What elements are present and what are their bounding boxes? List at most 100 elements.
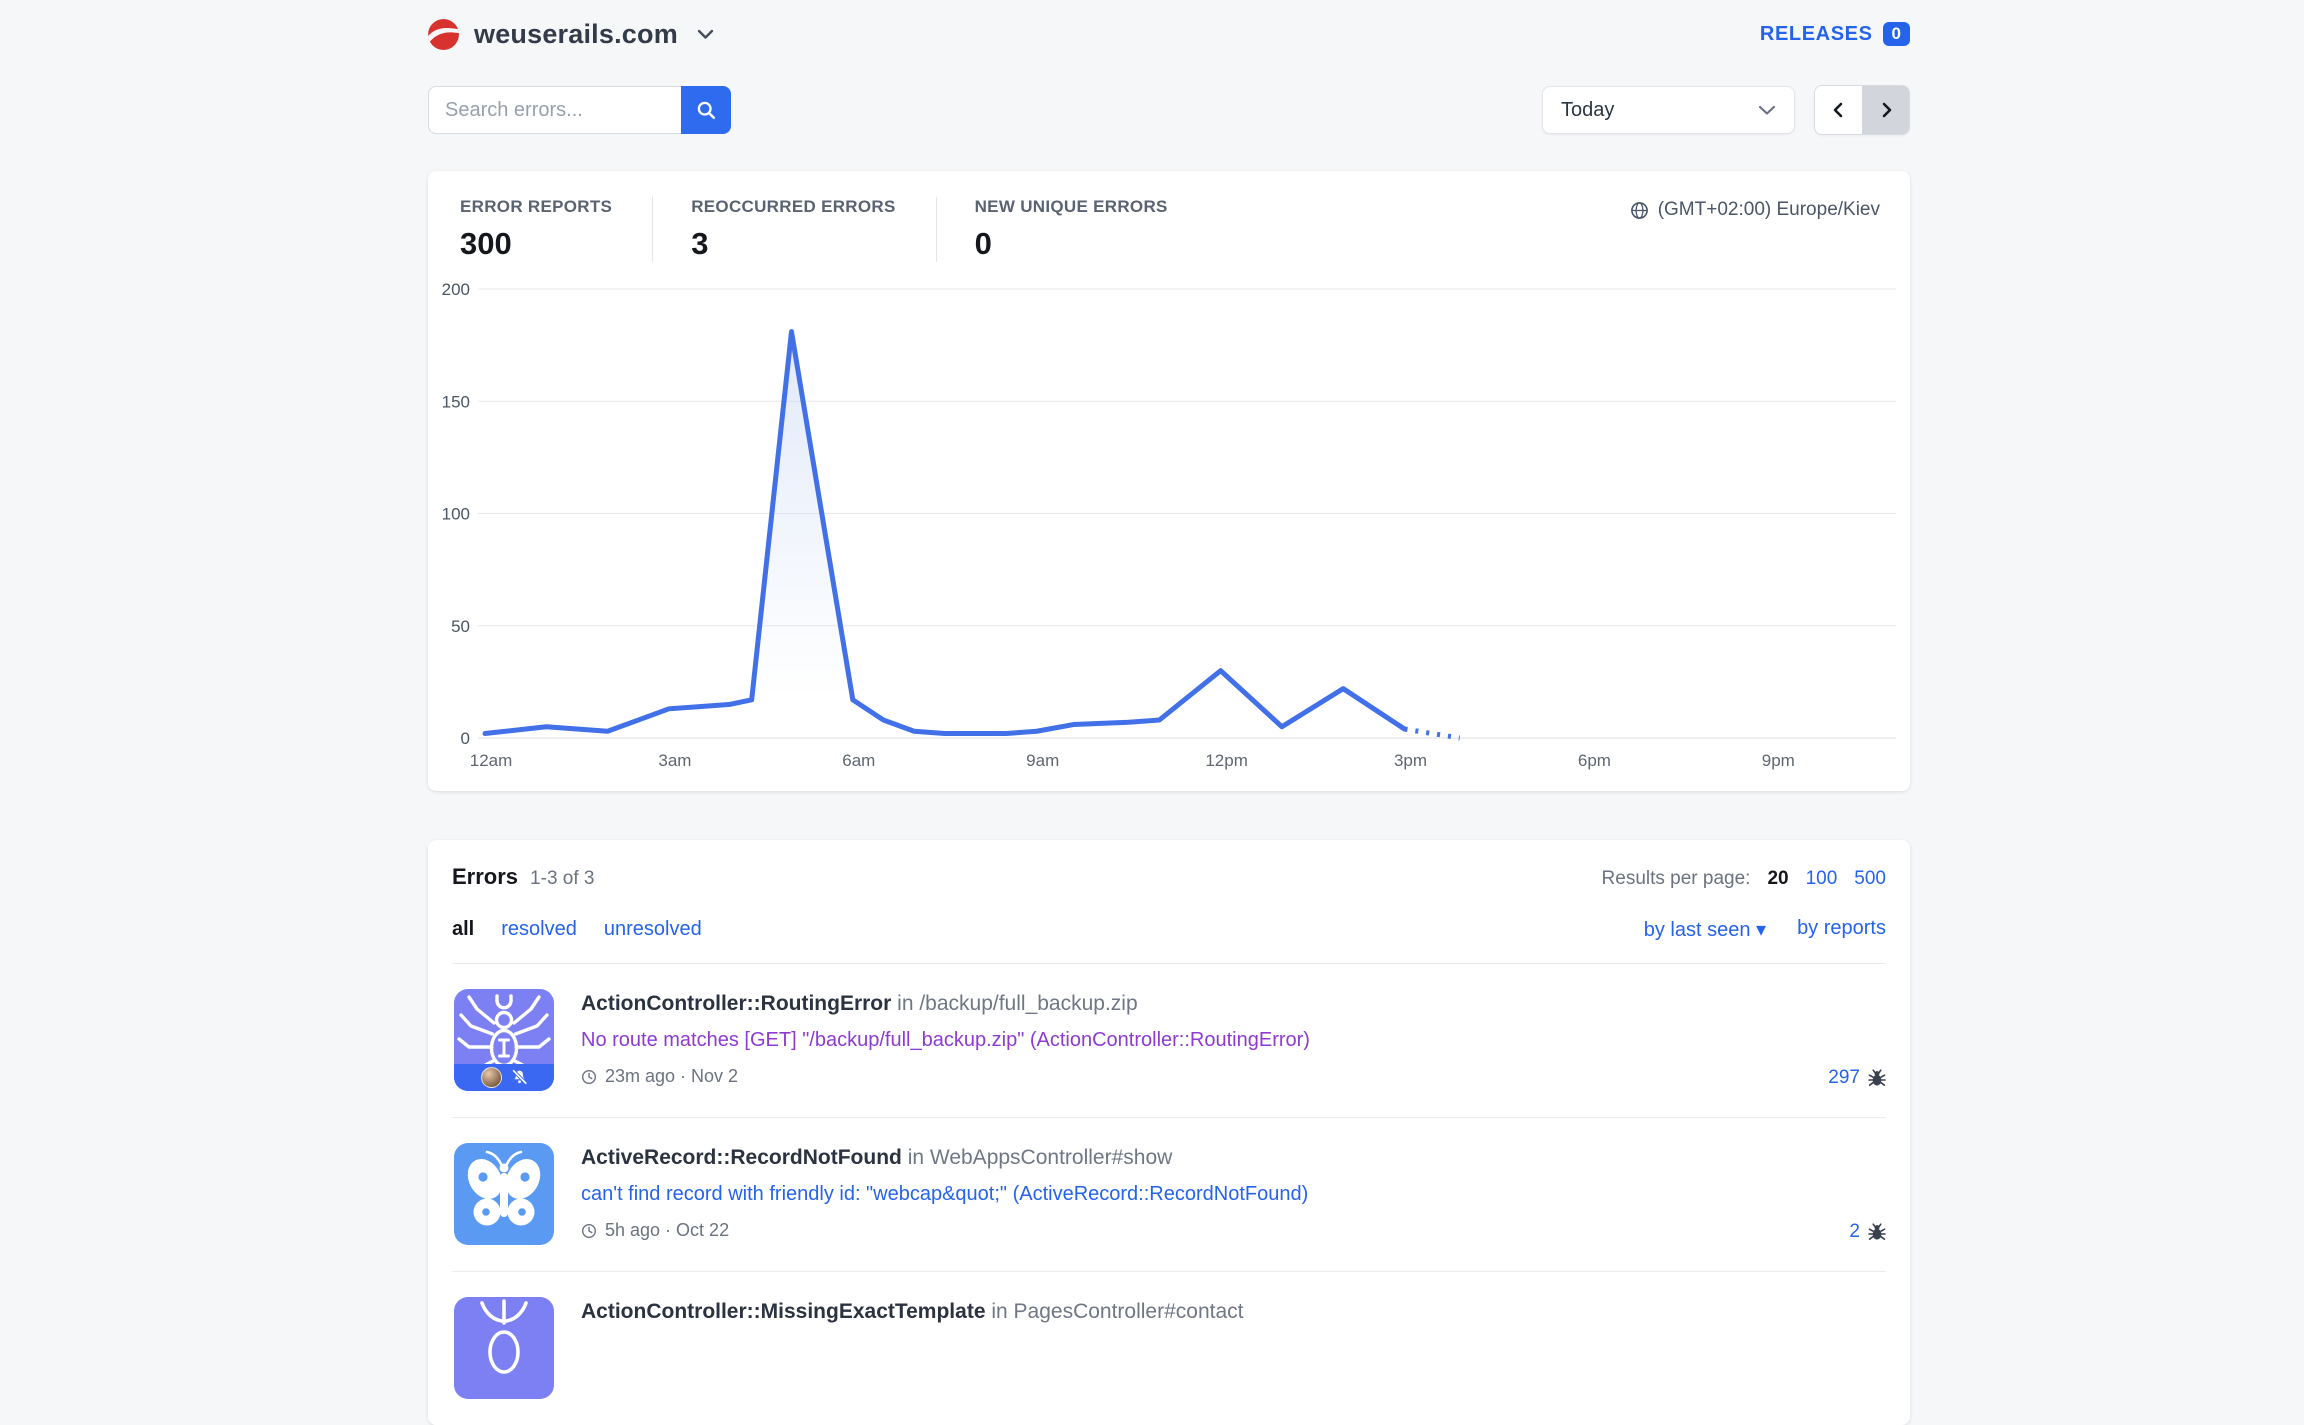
svg-text:100: 100: [442, 505, 470, 524]
chevron-left-icon: [1833, 102, 1842, 118]
error-context: in /backup/full_backup.zip: [897, 992, 1138, 1015]
stat-value: 3: [691, 226, 709, 261]
svg-text:6pm: 6pm: [1578, 751, 1611, 770]
error-message-link[interactable]: No route matches [GET] "/backup/full_bac…: [581, 1029, 1310, 1051]
releases-link[interactable]: RELEASES 0: [1760, 22, 1910, 46]
error-icon-tile: [454, 1143, 554, 1245]
errors-card: Errors 1-3 of 3 Results per page: 20 100…: [428, 840, 1910, 1425]
error-icon-tile: [454, 1297, 554, 1399]
search-input[interactable]: [428, 86, 681, 134]
stat-value: 300: [460, 226, 512, 261]
error-texts: ActionController::RoutingError in /backu…: [581, 989, 1310, 1091]
stat-error-reports: ERROR REPORTS 300: [460, 197, 652, 262]
site-selector[interactable]: weuserails.com: [428, 18, 714, 50]
error-context: in WebAppsController#show: [907, 1146, 1173, 1169]
bug-icon: [1868, 1223, 1886, 1241]
error-icon-tile: [454, 989, 554, 1091]
period-select[interactable]: Today: [1542, 86, 1795, 134]
chevron-right-icon: [1882, 102, 1891, 118]
svg-text:0: 0: [461, 729, 470, 748]
error-row-routing-error: ActionController::RoutingError in /backu…: [452, 964, 1886, 1118]
stat-new-unique-errors: NEW UNIQUE ERRORS 0: [935, 197, 1208, 262]
error-meta: 5h ago · Oct 22: [581, 1220, 1308, 1241]
page-container: weuserails.com RELEASES 0 Today: [428, 0, 1910, 1425]
results-per-page-label: Results per page:: [1601, 868, 1751, 889]
top-header: weuserails.com RELEASES 0: [428, 0, 1910, 50]
stat-label: REOCCURRED ERRORS: [691, 197, 896, 216]
svg-text:3am: 3am: [658, 751, 691, 770]
svg-text:9am: 9am: [1026, 751, 1059, 770]
app-logo-icon: [428, 18, 459, 50]
errors-header: Errors 1-3 of 3 Results per page: 20 100…: [452, 840, 1886, 890]
site-name: weuserails.com: [474, 18, 678, 49]
svg-text:9pm: 9pm: [1762, 751, 1795, 770]
error-texts: ActiveRecord::RecordNotFound in WebAppsC…: [581, 1143, 1308, 1245]
bug-icon: [1868, 1069, 1886, 1087]
error-last-seen: 5h ago · Oct 22: [605, 1220, 730, 1240]
error-row-missing-template: ActionController::MissingExactTemplate i…: [452, 1272, 1886, 1425]
stats-row: ERROR REPORTS 300 REOCCURRED ERRORS 3 NE…: [428, 171, 1910, 262]
releases-count-badge: 0: [1882, 22, 1910, 46]
error-meta: 23m ago · Nov 2: [581, 1066, 1310, 1087]
sort-options: by last seen ▾ by reports: [1644, 917, 1886, 942]
filters-row: all resolved unresolved by last seen ▾ b…: [452, 917, 1886, 964]
spider-icon: [457, 994, 551, 1085]
prev-period-button[interactable]: [1815, 86, 1862, 134]
sort-by-reports[interactable]: by reports: [1797, 917, 1886, 939]
error-title: ActionController::MissingExactTemplate i…: [581, 1300, 1244, 1324]
error-count-value[interactable]: 297: [1828, 1067, 1860, 1088]
muted-bell-icon: [511, 1069, 527, 1085]
stat-label: NEW UNIQUE ERRORS: [974, 197, 1168, 216]
assignment-strip: [454, 1064, 554, 1091]
error-class: ActionController::RoutingError: [581, 992, 892, 1015]
error-context: in PagesController#contact: [991, 1300, 1244, 1323]
error-class: ActionController::MissingExactTemplate: [581, 1300, 986, 1323]
search-button[interactable]: [681, 86, 731, 134]
search-box: [428, 86, 731, 134]
page-size-500[interactable]: 500: [1854, 868, 1886, 889]
period-pager: [1814, 85, 1910, 135]
overview-card: ERROR REPORTS 300 REOCCURRED ERRORS 3 NE…: [428, 171, 1910, 791]
chevron-down-icon: [697, 29, 714, 40]
errors-range: 1-3 of 3: [530, 868, 595, 889]
svg-text:6am: 6am: [842, 751, 875, 770]
svg-text:12pm: 12pm: [1205, 751, 1248, 770]
error-reports-chart: 0 50 100 150 200 12am 3am 6am 9am 12pm 3pm 6pm 9pm: [442, 280, 1896, 770]
filter-all[interactable]: all: [452, 918, 475, 940]
butterfly-icon: [467, 1150, 541, 1226]
svg-text:150: 150: [442, 392, 470, 411]
globe-icon: [1630, 201, 1648, 219]
plant-bug-icon: [480, 1299, 528, 1374]
sort-by-last-seen[interactable]: by last seen ▾: [1643, 919, 1767, 941]
assignee-avatar[interactable]: [480, 1067, 502, 1088]
error-count: 297: [1828, 1067, 1886, 1089]
svg-text:200: 200: [442, 280, 470, 299]
error-texts: ActionController::MissingExactTemplate i…: [581, 1297, 1244, 1399]
svg-text:50: 50: [451, 617, 470, 636]
error-title: ActionController::RoutingError in /backu…: [581, 992, 1310, 1016]
error-row-record-not-found: ActiveRecord::RecordNotFound in WebAppsC…: [452, 1118, 1886, 1272]
toolbar-right: Today: [1542, 85, 1910, 135]
period-value: Today: [1561, 98, 1615, 121]
caret-down-icon: ▾: [1756, 919, 1767, 941]
toolbar: Today: [428, 85, 1910, 135]
error-title: ActiveRecord::RecordNotFound in WebAppsC…: [581, 1146, 1308, 1170]
stat-label: ERROR REPORTS: [460, 197, 613, 216]
next-period-button[interactable]: [1862, 86, 1909, 134]
error-last-seen: 23m ago · Nov 2: [605, 1066, 739, 1086]
filter-resolved[interactable]: resolved: [501, 918, 577, 940]
error-count-value[interactable]: 2: [1849, 1221, 1860, 1242]
page-size-100[interactable]: 100: [1805, 868, 1838, 889]
error-message-link[interactable]: can't find record with friendly id: "web…: [581, 1183, 1309, 1205]
error-count: 2: [1849, 1221, 1886, 1243]
svg-text:3pm: 3pm: [1394, 751, 1427, 770]
clock-icon: [581, 1069, 597, 1084]
error-class: ActiveRecord::RecordNotFound: [581, 1146, 902, 1169]
stat-reoccurred-errors: REOCCURRED ERRORS 3: [652, 197, 935, 262]
errors-title: Errors: [452, 864, 519, 889]
page-size-20[interactable]: 20: [1767, 868, 1789, 889]
chevron-down-icon: [1758, 105, 1776, 115]
results-per-page: Results per page: 20 100 500: [1602, 868, 1886, 890]
svg-text:12am: 12am: [470, 751, 513, 770]
filter-unresolved[interactable]: unresolved: [603, 918, 702, 940]
